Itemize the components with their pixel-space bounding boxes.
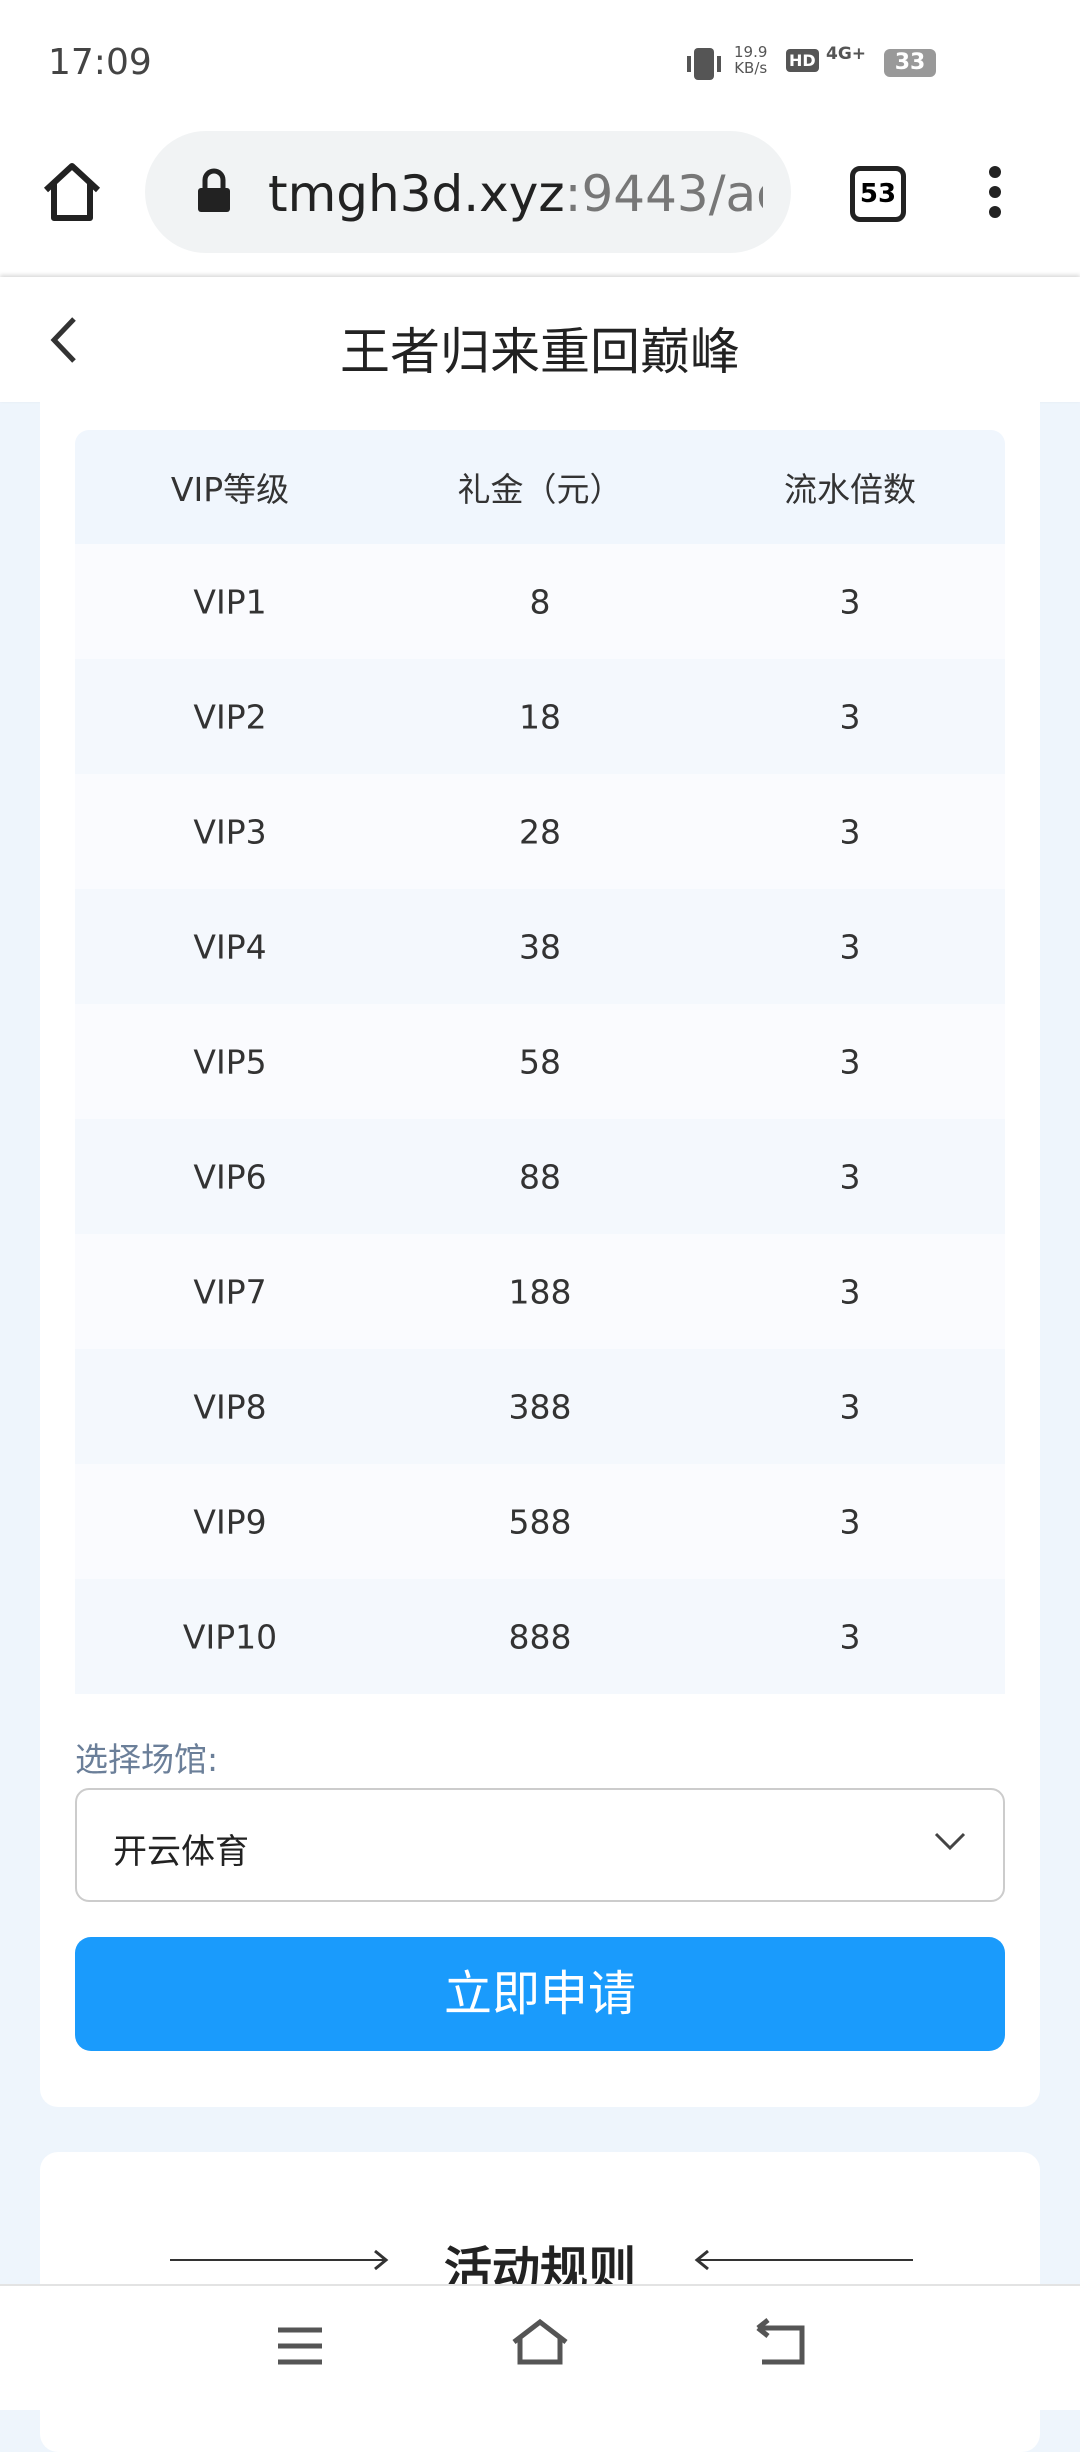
- table-cell: VIP9: [193, 1502, 267, 1541]
- table-row: [75, 1579, 1005, 1694]
- select-value: 开云体育: [113, 1832, 249, 1872]
- home-button[interactable]: [40, 160, 104, 224]
- url-host: tmgh3d.xyz: [268, 165, 565, 223]
- battery: 33: [884, 49, 936, 77]
- vip-table: VIP等级 礼金（元） 流水倍数 VIP1 8 3 VIP2 18 3 VIP3 28 3 VIP4 38…: [75, 430, 1005, 1694]
- table-cell: 3: [839, 1042, 861, 1081]
- menu-button[interactable]: [980, 162, 1010, 222]
- venue-select[interactable]: [75, 1788, 1005, 1902]
- table-row: [75, 1119, 1005, 1234]
- nav-back[interactable]: [754, 2318, 808, 2368]
- url-rest: :9443/acti: [564, 165, 763, 223]
- table-cell: VIP8: [193, 1387, 267, 1426]
- table-cell: VIP5: [193, 1042, 267, 1081]
- deco-arrow-left: [170, 2249, 389, 2271]
- select-label: 选择场馆:: [75, 1740, 219, 1779]
- table-cell: 3: [839, 1617, 861, 1656]
- table-cell: VIP4: [193, 927, 267, 966]
- table-cell: VIP7: [193, 1272, 267, 1311]
- table-cell: 58: [519, 1042, 561, 1081]
- table-cell: 88: [519, 1157, 561, 1196]
- back-button[interactable]: [46, 315, 82, 365]
- chevron: [934, 1832, 966, 1851]
- table-cell: 3: [839, 812, 861, 851]
- table-cell: 388: [508, 1387, 572, 1426]
- address-bar[interactable]: [145, 131, 791, 253]
- tab-count[interactable]: 53: [850, 166, 906, 222]
- column-header: 流水倍数: [784, 470, 916, 509]
- deco-arrow-right: [694, 2249, 913, 2271]
- vibrate-icon: [687, 48, 721, 80]
- table-cell: VIP1: [193, 582, 267, 621]
- apply-button[interactable]: 立即申请: [75, 1937, 1005, 2051]
- table-row: [75, 889, 1005, 1004]
- table-cell: 3: [839, 927, 861, 966]
- table-cell: 8: [529, 582, 551, 621]
- table-cell: 3: [839, 697, 861, 736]
- table-row: [75, 774, 1005, 889]
- table-cell: 888: [508, 1617, 572, 1656]
- column-header: VIP等级: [170, 470, 290, 509]
- table-cell: 3: [839, 1387, 861, 1426]
- table-cell: VIP6: [193, 1157, 267, 1196]
- table-cell: 3: [839, 1272, 861, 1311]
- page-header: [0, 277, 1080, 402]
- net-speed: 19.9 KB/s: [734, 44, 767, 76]
- nav-bar: [0, 2284, 1080, 2410]
- speed-unit: KB/s: [734, 59, 768, 77]
- table-row: [75, 1349, 1005, 1464]
- table-row: [75, 1464, 1005, 1579]
- header-row: [75, 430, 1005, 544]
- table-row: [75, 1004, 1005, 1119]
- table-cell: 3: [839, 1157, 861, 1196]
- table-cell: 38: [519, 927, 561, 966]
- table-cell: 3: [839, 1502, 861, 1541]
- table-cell: 588: [508, 1502, 572, 1541]
- hd-icon: HD: [786, 49, 819, 72]
- table-cell: VIP2: [193, 697, 267, 736]
- table-cell: 3: [839, 582, 861, 621]
- speed-value: 19.9: [734, 43, 768, 61]
- lock-icon: [198, 168, 230, 212]
- table-cell: VIP3: [193, 812, 267, 851]
- network: 4G+: [826, 44, 867, 64]
- table-cell: VIP10: [182, 1617, 278, 1656]
- column-header: 礼金（元）: [457, 470, 623, 509]
- nav-home[interactable]: [510, 2318, 570, 2368]
- table-cell: 18: [519, 697, 561, 736]
- table-row: [75, 1234, 1005, 1349]
- nav-menu[interactable]: [276, 2324, 324, 2368]
- table-row: [75, 659, 1005, 774]
- url: tmgh3d.xyz:9443/acti: [268, 165, 763, 223]
- table-cell: 28: [519, 812, 561, 851]
- page-title: 王者归来重回巅峰: [340, 323, 740, 381]
- time: 17:09: [48, 42, 152, 83]
- table-row: [75, 544, 1005, 659]
- table-cell: 188: [508, 1272, 572, 1311]
